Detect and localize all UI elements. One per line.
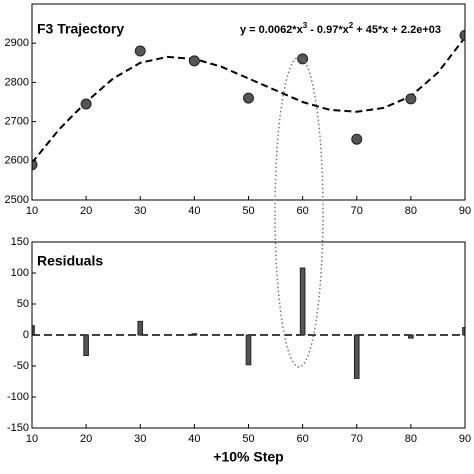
bar (245, 334, 252, 366)
x-tick-label: 90 (459, 433, 471, 445)
bar (408, 334, 414, 339)
x-tick-label: 40 (188, 433, 200, 445)
plot-area (32, 267, 465, 379)
x-tick-label: 50 (242, 433, 254, 445)
x-tick-label: 30 (134, 433, 146, 445)
panel-title: F3 Trajectory (37, 21, 124, 37)
data-point (32, 159, 38, 171)
plot-area (32, 29, 465, 171)
data-point (188, 55, 200, 67)
fit-curve (32, 36, 465, 164)
data-point (243, 92, 254, 104)
data-point (134, 45, 146, 57)
y-tick-label: 100 (11, 267, 29, 279)
data-point (459, 29, 465, 41)
x-tick-label: 70 (351, 205, 363, 217)
x-tick-label: 90 (459, 205, 471, 217)
y-tick-label: 50 (17, 298, 29, 310)
bar (191, 333, 198, 336)
fit-equation-part: + 45*x + 2.2e+03 (353, 24, 441, 36)
x-tick-label: 60 (297, 433, 309, 445)
bar (137, 320, 144, 336)
fit-equation-part: - 0.97*x (307, 24, 349, 36)
highlight-ellipse (274, 56, 324, 368)
y-tick-label: -150 (7, 422, 29, 434)
y-tick-label: 2500 (5, 194, 29, 206)
x-axis-label: +10% Step (213, 449, 283, 465)
bar (299, 267, 306, 336)
x-tick-label: 70 (351, 433, 363, 445)
fit-equation-part: 3 (303, 21, 308, 30)
y-tick-label: 2600 (5, 155, 29, 167)
data-point (351, 133, 363, 145)
x-tick-label: 80 (405, 205, 417, 217)
data-point (405, 93, 417, 105)
plot-frame (31, 3, 466, 201)
x-tick-label: 80 (405, 433, 417, 445)
x-tick-label: 30 (134, 205, 146, 217)
x-tick-label: 50 (242, 205, 254, 217)
y-tick-label: 2700 (5, 116, 29, 128)
y-tick-label: 150 (11, 236, 29, 248)
x-tick-label: 40 (188, 205, 200, 217)
fit-equation: y = 0.0062*x3 - 0.97*x2 + 45*x + 2.2e+03 (240, 21, 441, 36)
x-tick-label: 20 (80, 433, 92, 445)
bar (83, 334, 89, 356)
x-tick-label: 10 (26, 205, 38, 217)
fit-equation-part: 2 (349, 21, 354, 30)
x-tick-label: 60 (297, 205, 309, 217)
x-tick-label: 20 (80, 205, 92, 217)
plot-frame (31, 241, 466, 429)
y-tick-label: 0 (23, 329, 29, 341)
y-tick-label: 2900 (5, 37, 29, 49)
data-point (80, 98, 92, 110)
panel-title: Residuals (37, 253, 103, 269)
y-tick-label: -50 (13, 360, 29, 372)
fit-equation-part: y = 0.0062*x (240, 24, 304, 36)
bar (353, 334, 360, 379)
y-tick-label: 2800 (5, 76, 29, 88)
x-tick-label: 10 (26, 433, 38, 445)
y-tick-label: -100 (7, 391, 29, 403)
